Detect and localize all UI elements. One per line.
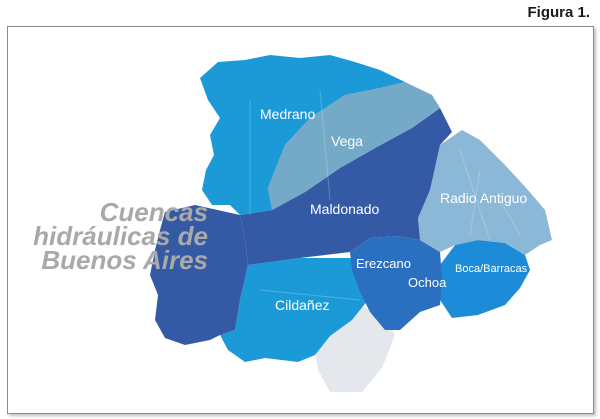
- region-erezcano-ochoa: [350, 236, 442, 330]
- label-vega: Vega: [331, 133, 363, 149]
- region-maldonado: [240, 108, 452, 265]
- label-medrano: Medrano: [260, 106, 315, 122]
- figure-label: Figura 1.: [527, 4, 590, 21]
- label-radio-antiguo: Radio Antiguo: [440, 190, 527, 206]
- street-lines: [249, 89, 521, 376]
- map-title: Cuencas hidráulicas de Buenos Aires: [33, 197, 208, 275]
- region-radio-antiguo: [418, 130, 552, 255]
- label-maldonado: Maldonado: [310, 201, 379, 217]
- map-title-line-3: Buenos Aires: [41, 245, 208, 275]
- region-vega: [268, 82, 440, 210]
- label-ochoa: Ochoa: [408, 275, 447, 290]
- region-cildanez: [220, 258, 370, 362]
- region-boca-barracas: [440, 240, 530, 318]
- region-west-dark: [150, 205, 248, 345]
- label-boca-barracas: Boca/Barracas: [455, 263, 528, 275]
- map-title-line-2: hidráulicas de: [33, 221, 208, 251]
- map-title-line-1: Cuencas: [99, 197, 208, 227]
- label-cildanez: Cildañez: [275, 297, 329, 313]
- label-erezcano: Erezcano: [356, 256, 411, 271]
- region-medrano: [200, 55, 405, 215]
